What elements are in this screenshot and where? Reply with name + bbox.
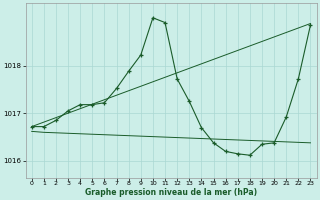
X-axis label: Graphe pression niveau de la mer (hPa): Graphe pression niveau de la mer (hPa): [85, 188, 257, 197]
